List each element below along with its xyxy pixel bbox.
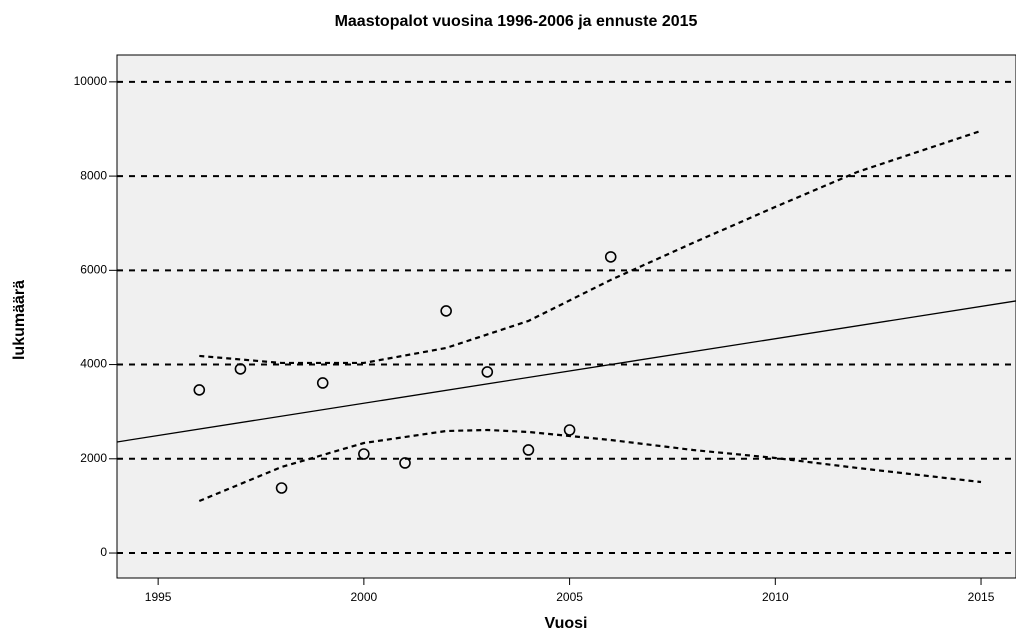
band-line xyxy=(199,129,982,365)
y-tick-label: 0 xyxy=(100,545,107,559)
x-tick-label: 2000 xyxy=(351,590,378,604)
point xyxy=(440,305,452,317)
y-tick-label: 2000 xyxy=(80,451,107,465)
fit-line xyxy=(116,300,1016,443)
y-tick-label: 6000 xyxy=(80,262,107,276)
plot-area xyxy=(116,54,1016,579)
y-tick-label: 8000 xyxy=(80,168,107,182)
x-tick-label: 2005 xyxy=(556,590,583,604)
x-tick-label: 2010 xyxy=(762,590,789,604)
point xyxy=(481,366,494,378)
y-tick-label: 10000 xyxy=(74,74,108,88)
x-tick-label: 1995 xyxy=(145,590,172,604)
y-axis-label: lukumäärä xyxy=(11,280,28,360)
x-axis-label: Vuosi xyxy=(545,615,588,632)
point xyxy=(193,384,206,396)
point xyxy=(358,448,370,460)
point xyxy=(399,457,411,469)
chart-title: Maastopalot vuosina 1996-2006 ja ennuste… xyxy=(335,13,698,30)
point xyxy=(522,444,535,456)
x-tick-label: 2015 xyxy=(968,590,995,604)
point xyxy=(234,363,247,375)
point xyxy=(604,251,617,263)
band-line xyxy=(198,428,982,503)
point xyxy=(316,377,329,389)
point xyxy=(275,482,288,494)
y-tick-label: 4000 xyxy=(80,357,107,371)
